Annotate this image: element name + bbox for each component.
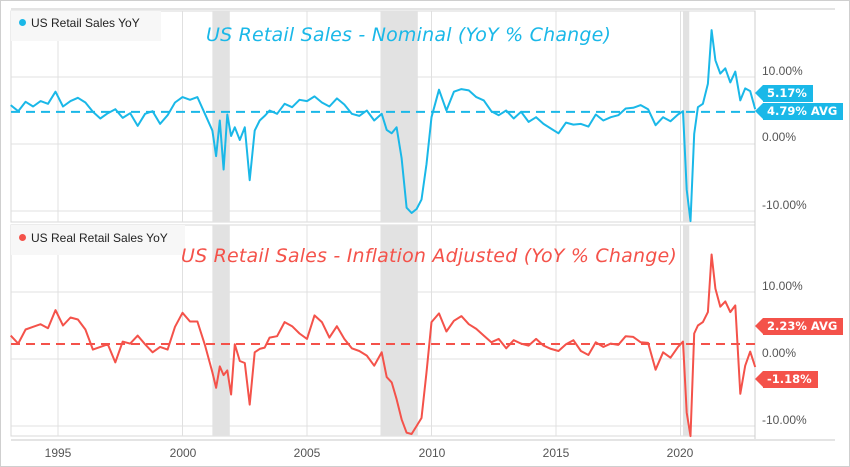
xtick-label: 2005 bbox=[293, 446, 321, 460]
xtick-label: 2010 bbox=[418, 446, 446, 460]
recession-band bbox=[380, 225, 418, 436]
ytick-label: 10.00% bbox=[762, 64, 803, 78]
series-line bbox=[9, 253, 757, 438]
xtick-label: 2020 bbox=[666, 446, 694, 460]
recession-band bbox=[682, 11, 690, 222]
latest-value-tag: 5.17% bbox=[755, 85, 813, 102]
recession-band bbox=[682, 225, 690, 436]
legend-real[interactable]: US Real Retail Sales YoY bbox=[11, 225, 185, 255]
series-line bbox=[10, 29, 757, 223]
recession-band bbox=[212, 11, 230, 222]
recession-band bbox=[380, 11, 418, 222]
xtick-label: 2000 bbox=[169, 446, 197, 460]
ytick-label: 0.00% bbox=[762, 130, 797, 144]
ytick-label: -10.00% bbox=[762, 198, 807, 212]
legend-label: US Real Retail Sales YoY bbox=[31, 231, 168, 245]
xtick-label: 2015 bbox=[542, 446, 570, 460]
legend-label: US Retail Sales YoY bbox=[31, 16, 140, 30]
xtick-label: 1995 bbox=[44, 446, 72, 460]
legend-dot-icon bbox=[19, 234, 26, 241]
legend-dot-icon bbox=[19, 19, 26, 26]
chart-title-real: US Retail Sales - Inflation Adjusted (Yo… bbox=[181, 245, 677, 267]
ytick-label: 0.00% bbox=[762, 346, 797, 360]
legend-nominal[interactable]: US Retail Sales YoY bbox=[11, 11, 161, 41]
average-tag: 2.23% AVG bbox=[754, 318, 844, 335]
average-tag: 4.79% AVG bbox=[754, 103, 844, 120]
ytick-label: -10.00% bbox=[762, 413, 807, 427]
latest-value-tag: -1.18% bbox=[755, 371, 818, 388]
chart-title-nominal: US Retail Sales - Nominal (YoY % Change) bbox=[206, 24, 612, 46]
ytick-label: 10.00% bbox=[762, 279, 803, 293]
